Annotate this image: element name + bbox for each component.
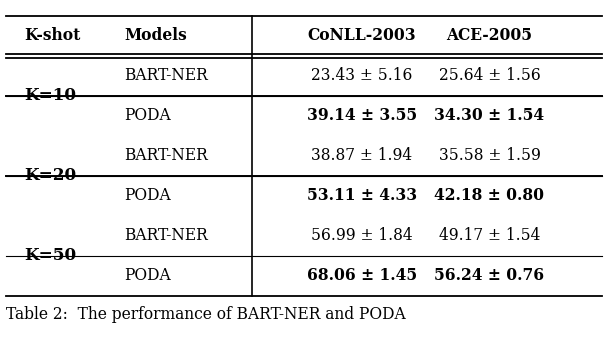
Text: BART-NER: BART-NER (125, 147, 209, 164)
Text: ACE-2005: ACE-2005 (446, 27, 533, 44)
Text: Models: Models (125, 27, 187, 44)
Text: PODA: PODA (125, 107, 171, 124)
Text: PODA: PODA (125, 267, 171, 284)
Text: K=10: K=10 (24, 87, 77, 104)
Text: K-shot: K-shot (24, 27, 81, 44)
Text: 56.24 ± 0.76: 56.24 ± 0.76 (434, 267, 545, 284)
Text: K=20: K=20 (24, 167, 77, 184)
Text: 42.18 ± 0.80: 42.18 ± 0.80 (435, 187, 544, 204)
Text: 68.06 ± 1.45: 68.06 ± 1.45 (306, 267, 417, 284)
Text: BART-NER: BART-NER (125, 227, 209, 244)
Text: CoNLL-2003: CoNLL-2003 (308, 27, 416, 44)
Text: 53.11 ± 4.33: 53.11 ± 4.33 (306, 187, 417, 204)
Text: 23.43 ± 5.16: 23.43 ± 5.16 (311, 67, 412, 84)
Text: Table 2:  The performance of BART-NER and PODA: Table 2: The performance of BART-NER and… (6, 306, 406, 324)
Text: K=50: K=50 (24, 247, 77, 264)
Text: 39.14 ± 3.55: 39.14 ± 3.55 (306, 107, 417, 124)
Text: BART-NER: BART-NER (125, 67, 209, 84)
Text: 35.58 ± 1.59: 35.58 ± 1.59 (438, 147, 541, 164)
Text: PODA: PODA (125, 187, 171, 204)
Text: 34.30 ± 1.54: 34.30 ± 1.54 (434, 107, 545, 124)
Text: 49.17 ± 1.54: 49.17 ± 1.54 (439, 227, 540, 244)
Text: 38.87 ± 1.94: 38.87 ± 1.94 (311, 147, 412, 164)
Text: 25.64 ± 1.56: 25.64 ± 1.56 (438, 67, 541, 84)
Text: 56.99 ± 1.84: 56.99 ± 1.84 (311, 227, 413, 244)
